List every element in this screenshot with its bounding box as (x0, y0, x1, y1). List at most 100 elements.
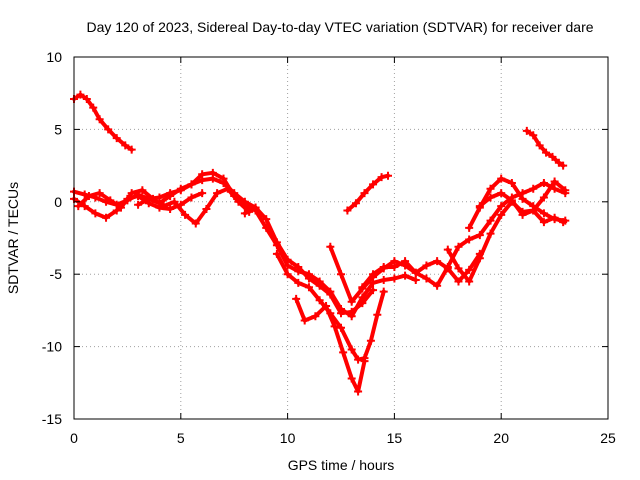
data-point (304, 283, 313, 292)
data-point (518, 210, 527, 219)
data-point (529, 131, 538, 140)
chart-title: Day 120 of 2023, Sidereal Day-to-day VTE… (86, 19, 593, 35)
data-point (422, 274, 431, 283)
data-point (272, 249, 281, 258)
data-point (497, 174, 506, 183)
data-point (539, 209, 548, 218)
series-track-12 (443, 177, 570, 286)
data-point (377, 173, 386, 182)
data-point (326, 290, 335, 299)
data-point (198, 189, 207, 198)
series-track-15 (522, 126, 568, 170)
data-point (379, 275, 388, 284)
data-point (95, 189, 104, 198)
data-point (74, 202, 83, 211)
data-point (497, 210, 506, 219)
data-point (315, 281, 324, 290)
plot-frame (73, 56, 609, 420)
data-point (354, 387, 363, 396)
data-point (433, 281, 442, 290)
data-point (112, 206, 121, 215)
x-axis-label: GPS time / hours (288, 457, 395, 473)
data-point (304, 274, 313, 283)
data-point (507, 178, 516, 187)
x-tick-label: 10 (280, 430, 296, 446)
data-point (497, 202, 506, 211)
data-point (219, 174, 228, 183)
data-point (116, 203, 125, 212)
data-point (351, 199, 360, 208)
data-point (155, 199, 164, 208)
data-point (360, 189, 369, 198)
data-point (166, 205, 175, 214)
series-track-14 (475, 189, 568, 227)
data-point (84, 192, 93, 201)
data-point (272, 238, 281, 247)
data-point (294, 262, 303, 271)
data-point (315, 296, 324, 305)
series-track-10 (343, 171, 392, 215)
data-point (240, 209, 249, 218)
data-point (127, 189, 136, 198)
data-point (373, 310, 382, 319)
data-point (347, 307, 356, 316)
series-track-4 (74, 184, 254, 228)
x-tick-label: 20 (493, 430, 509, 446)
data-point (330, 322, 339, 331)
y-tick-label: -15 (42, 411, 62, 427)
series-track-6 (240, 203, 378, 318)
y-tick-label: -5 (50, 266, 63, 282)
data-point (187, 180, 196, 189)
data-point (390, 274, 399, 283)
series-track-8 (292, 294, 369, 396)
data-point (337, 270, 345, 279)
data-point (294, 278, 303, 287)
data-point (383, 171, 392, 180)
x-tick-label: 5 (177, 430, 185, 446)
data-point (486, 229, 495, 238)
data-point (76, 90, 85, 99)
data-point (561, 186, 570, 195)
data-point (411, 268, 420, 277)
x-tick-labels: 0 5 10 15 20 25 (70, 430, 616, 446)
data-series (70, 90, 570, 396)
data-point (559, 218, 568, 227)
data-point (292, 294, 301, 303)
data-point (535, 141, 544, 150)
data-point (369, 286, 378, 295)
data-point (486, 184, 495, 193)
x-tick-label: 0 (70, 430, 78, 446)
data-point (106, 196, 115, 205)
axis-ticks (73, 56, 609, 420)
data-point (401, 257, 410, 266)
data-point (518, 194, 527, 203)
data-point (311, 312, 320, 321)
data-point (170, 197, 179, 206)
data-point (181, 210, 190, 219)
series-track-13 (465, 174, 570, 232)
y-tick-label: 10 (46, 49, 62, 65)
data-point (337, 309, 345, 318)
y-tick-label: 5 (54, 121, 62, 137)
data-point (166, 192, 175, 201)
data-point (358, 299, 367, 308)
data-point (422, 261, 431, 270)
data-point (187, 193, 196, 202)
data-point (112, 134, 121, 143)
data-point (475, 254, 484, 263)
data-point (529, 206, 538, 215)
data-point (121, 141, 130, 150)
data-point (366, 336, 375, 345)
data-point (454, 264, 463, 273)
data-point (251, 203, 260, 212)
data-point (176, 184, 185, 193)
data-point (475, 231, 484, 240)
data-point (465, 235, 474, 244)
data-point (411, 275, 420, 284)
data-point (198, 170, 207, 179)
data-point (465, 265, 474, 274)
y-tick-label: -10 (42, 339, 62, 355)
data-point (554, 158, 563, 167)
data-point (529, 184, 538, 193)
data-point (95, 115, 104, 124)
